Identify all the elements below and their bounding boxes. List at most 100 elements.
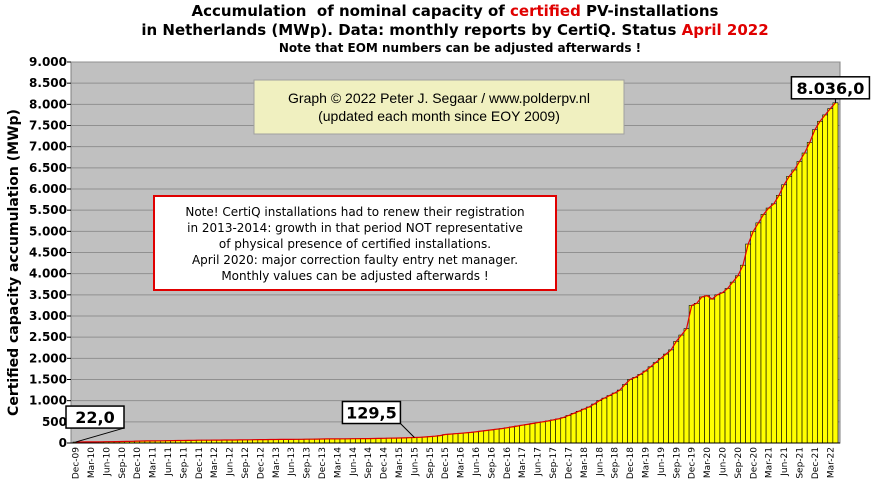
x-tick-label: Sep-20 [734,447,744,479]
y-tick-label: 0 [59,436,67,450]
x-tick-label: Sep-21 [795,447,805,479]
x-tick-label: Jun-19 [657,447,667,477]
callout-line [400,423,415,438]
bar [760,214,767,444]
bar [806,142,813,444]
x-tick-label: Mar-17 [518,447,528,478]
bar [488,429,495,444]
bar [693,302,700,444]
x-tick-label: Sep-15 [426,447,436,479]
bar [704,295,710,444]
bar [765,207,772,444]
note-text: in 2013-2014: growth in that period NOT … [187,221,523,235]
bar [740,264,746,444]
bar [534,422,541,444]
value-label: 129,5 [346,404,397,423]
y-axis-label: Certified capacity accumulation (MWp) [6,109,22,416]
bar [575,410,582,444]
bar [637,374,644,444]
x-tick-label: Mar-19 [641,447,651,478]
x-tick-label: Jun-11 [164,447,174,477]
bar [503,427,510,444]
x-tick-label: Mar-10 [87,447,97,478]
bar [745,243,752,444]
bar [668,349,675,444]
x-tick-label: Jun-13 [287,447,297,477]
bar [411,437,418,444]
subtitle: Note that EOM numbers can be adjusted af… [279,41,641,55]
bar [812,129,818,444]
x-tick-label: Mar-11 [149,447,159,478]
bar [380,437,387,444]
bar [652,362,659,444]
bar [714,294,721,444]
bar [483,430,490,444]
y-tick-label: 9.000 [29,55,67,69]
bar [796,161,803,444]
x-tick-label: Jun-20 [718,447,728,477]
callout-box [341,400,402,425]
bar [401,437,408,444]
bar [442,434,449,444]
bar [539,421,546,444]
bar [683,328,690,444]
x-tick-label: Sep-10 [118,447,128,479]
note-text: Note! CertiQ installations had to renew … [185,205,524,219]
x-tick-label: Mar-22 [826,447,836,478]
x-tick-label: Dec-20 [749,447,759,479]
bar [755,222,762,444]
callout-box [790,76,871,100]
bar [658,358,664,444]
bar [647,366,654,444]
bar [817,120,823,444]
y-tick-label: 2.500 [29,330,67,344]
bar [586,406,592,444]
x-tick-label: Sep-16 [487,447,497,479]
bar [406,437,413,444]
title-part: April 2022 [682,21,769,39]
x-tick-label: Sep-18 [611,447,621,479]
bar [385,437,392,444]
x-tick-label: Jun-16 [472,447,482,477]
x-tick-label: Mar-20 [703,447,713,478]
bar [596,400,603,444]
bar [781,184,787,444]
bar [750,231,757,444]
x-tick-label: Dec-10 [133,447,143,479]
x-tick-label: Mar-12 [210,447,220,478]
bar [770,203,777,444]
x-tick-label: Sep-14 [364,447,374,479]
y-tick-label: 5.500 [29,203,67,217]
x-tick-label: Jun-21 [780,447,790,477]
chart-title: in Netherlands (MWp). Data: monthly repo… [141,21,768,39]
x-tick-label: Jun-14 [349,447,359,477]
y-tick-label: 7.500 [29,119,67,133]
y-tick-label: 500 [42,415,67,429]
bar [396,437,402,444]
x-tick-label: Dec-09 [72,447,82,479]
bar [786,176,793,444]
bar [509,426,515,444]
bar [709,298,716,444]
y-tick-label: 8.000 [29,97,67,111]
bar [791,169,798,444]
bar [447,433,454,444]
credit-box [253,79,625,135]
bar [365,438,372,444]
x-tick-label: Dec-14 [380,447,390,479]
x-tick-label: Dec-15 [441,447,451,479]
bar [360,438,366,444]
x-tick-label: Jun-12 [226,447,236,477]
bar [545,420,551,444]
bar [421,436,428,444]
callout-box [65,405,125,429]
x-tick-label: Jun-15 [410,447,420,477]
y-tick-label: 5.000 [29,224,67,238]
bar [663,353,669,444]
x-tick-label: Mar-21 [765,447,775,478]
bar [688,305,695,444]
bar [642,370,649,444]
title-part: Accumulation of nominal capacity of [192,2,511,20]
bar [529,423,536,444]
